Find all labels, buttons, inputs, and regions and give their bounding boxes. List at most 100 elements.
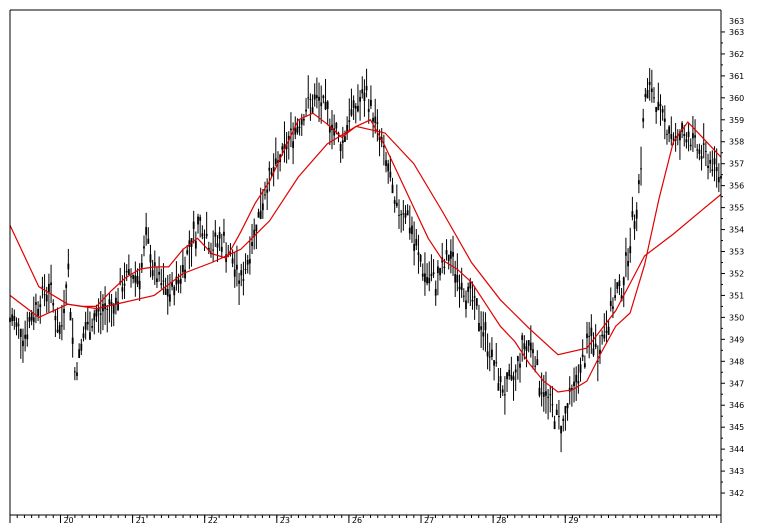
price-bar-body: [240, 270, 243, 276]
price-bar-body: [296, 126, 299, 133]
price-bar-body: [670, 134, 673, 139]
price-bar-body: [532, 349, 534, 354]
y-tick-label: 357: [729, 160, 744, 169]
x-tick-label: 29: [568, 516, 578, 523]
price-bar-body: [108, 299, 111, 305]
price-bar-body: [458, 286, 461, 290]
price-bar-body: [527, 340, 530, 346]
price-bar-body: [333, 128, 336, 136]
price-bar-body: [19, 328, 22, 337]
price-bar-body: [629, 246, 632, 254]
y-tick-label: 362: [729, 50, 744, 59]
price-bar-body: [266, 189, 269, 193]
price-bar-body: [519, 363, 521, 368]
x-tick-label: 22: [208, 516, 218, 523]
price-bar-body: [614, 295, 617, 298]
price-bar-body: [659, 104, 662, 107]
y-tick-label: 349: [729, 335, 744, 344]
price-bar-body: [197, 216, 199, 225]
price-bar-body: [374, 116, 377, 124]
price-bar-body: [499, 376, 502, 383]
price-bar-body: [248, 259, 251, 264]
price-bar-body: [114, 297, 117, 304]
price-bar-body: [627, 260, 629, 267]
price-bar-body: [702, 143, 705, 145]
price-bar-body: [37, 308, 39, 317]
price-bar-body: [711, 169, 714, 171]
price-bar-body: [713, 158, 716, 165]
price-bar-body: [408, 227, 411, 234]
price-bar-body: [132, 274, 135, 279]
price-bar-body: [579, 364, 582, 373]
price-bar-body: [551, 404, 554, 406]
price-bar-body: [545, 391, 547, 396]
price-bar-body: [156, 278, 158, 283]
price-bar-body: [553, 421, 556, 430]
price-bar-body: [99, 313, 102, 315]
price-bar-body: [696, 149, 699, 151]
price-bar-body: [547, 396, 550, 398]
price-bar-body: [672, 139, 675, 141]
y-tick-label: 343: [729, 467, 744, 476]
price-bar-body: [406, 210, 409, 216]
price-bar-body: [653, 97, 655, 99]
price-bar-body: [307, 97, 310, 99]
price-bar-body: [303, 118, 305, 121]
price-bar-body: [679, 131, 681, 141]
price-bar-body: [605, 330, 608, 333]
price-bar-body: [370, 99, 372, 106]
price-bar-body: [26, 334, 29, 340]
price-bar-body: [601, 334, 604, 337]
price-bar-body: [460, 282, 463, 291]
price-bar-body: [11, 314, 14, 322]
price-bar-body: [631, 211, 634, 218]
price-bar-body: [138, 280, 141, 290]
price-bar-body: [523, 343, 526, 350]
price-bar-body: [497, 383, 500, 391]
price-bar-body: [588, 335, 591, 337]
price-bar-body: [264, 194, 266, 196]
price-bar-body: [194, 240, 197, 249]
price-bar-body: [715, 167, 718, 172]
price-bar-body: [97, 308, 100, 312]
price-bar-body: [158, 271, 161, 275]
price-bar-body: [482, 332, 485, 337]
price-bar-body: [365, 85, 368, 91]
price-bar-body: [694, 135, 696, 138]
price-bar-body: [558, 416, 560, 418]
price-bar-body: [311, 107, 314, 114]
price-bar-body: [454, 274, 457, 283]
y-tick-label: 346: [729, 401, 744, 410]
price-bar-body: [426, 277, 428, 284]
price-bar-body: [389, 171, 392, 178]
price-bar-body: [411, 225, 413, 235]
price-bar-body: [359, 96, 361, 102]
price-bar-body: [534, 365, 537, 367]
price-bar-body: [387, 163, 390, 172]
price-bar-body: [188, 240, 191, 248]
price-bar-body: [516, 356, 519, 362]
price-bar-body: [212, 249, 215, 251]
price-bar-body: [555, 409, 558, 415]
price-bar-body: [599, 349, 601, 355]
price-bar-body: [404, 213, 407, 218]
price-bar-body: [573, 381, 575, 387]
price-bar-body: [508, 369, 511, 377]
price-bar-body: [707, 165, 709, 168]
price-bar-body: [47, 283, 50, 293]
price-bar-body: [134, 275, 137, 283]
price-bar-body: [244, 268, 247, 270]
price-bar-body: [143, 246, 145, 249]
price-bar-body: [622, 277, 625, 286]
price-bar-body: [318, 96, 320, 101]
price-bar-body: [445, 250, 448, 255]
y-tick-label: 352: [729, 269, 744, 278]
price-bar-body: [415, 238, 418, 246]
price-bar-body: [140, 262, 143, 268]
price-bar-body: [160, 283, 163, 286]
price-bar-body: [501, 389, 504, 393]
x-tick-label: 21: [136, 516, 146, 523]
price-bar-body: [259, 210, 262, 220]
y-tick-label: 361: [729, 72, 744, 81]
price-bar-body: [341, 140, 344, 143]
